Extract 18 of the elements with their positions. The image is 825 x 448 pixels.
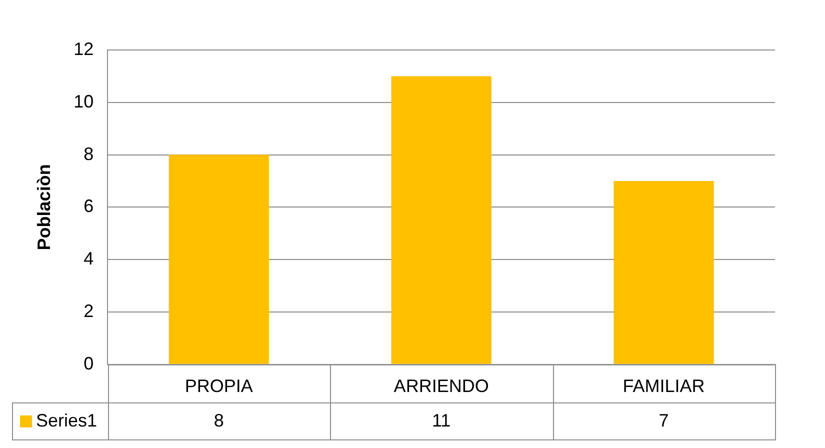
bar xyxy=(614,181,714,364)
x-tick-label: ARRIENDO xyxy=(394,376,489,396)
bar xyxy=(168,154,269,364)
bar xyxy=(391,76,492,364)
legend-label: Series1 xyxy=(36,410,98,430)
y-tick-label: 10 xyxy=(74,91,94,112)
data-label: 7 xyxy=(658,410,669,430)
y-tick-label: 0 xyxy=(84,353,94,374)
x-tick-label: FAMILIAR xyxy=(622,376,705,396)
y-tick-label: 6 xyxy=(84,196,94,216)
data-label: 11 xyxy=(432,410,451,430)
y-tick-label: 2 xyxy=(84,300,94,321)
x-tick-label: PROPIA xyxy=(184,376,253,396)
y-axis-title: Poblaciòn xyxy=(34,164,54,250)
data-label: 8 xyxy=(214,410,224,430)
y-tick-label: 8 xyxy=(84,144,94,164)
y-tick-label: 4 xyxy=(84,248,94,269)
y-tick-label: 12 xyxy=(74,38,94,59)
